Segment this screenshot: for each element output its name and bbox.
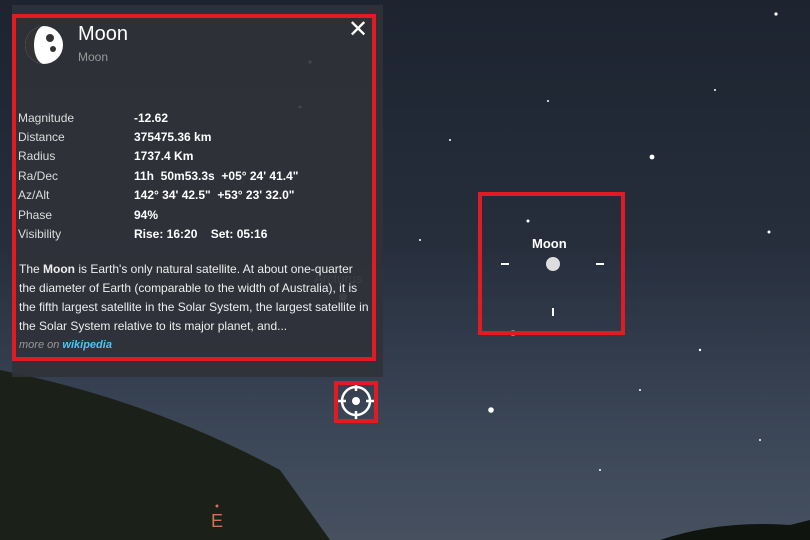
property-row: Ra/Dec 11h 50m53.3s +05° 24' 41.4" [18,166,298,185]
text: The [19,262,44,276]
property-row: Phase 94% [18,205,298,224]
title: Moon [78,23,129,45]
hill [0,370,330,540]
compass-dot [215,504,219,508]
wikipedia-link[interactable]: wikipedia [62,339,112,351]
more-on: more on wikipedia [19,339,112,351]
text: more on [19,339,60,351]
highlight-box [478,192,625,335]
property-label: Distance [18,130,65,145]
property-row: Magnitude -12.62 [18,108,298,127]
text: is Earth's only natural satellite. At ab… [19,262,369,333]
target-label: Moon [532,236,567,251]
property-value: 94% [134,207,159,222]
property-value: 375475.36 km [134,130,212,145]
moon-icon [25,26,63,64]
property-row: Distance 375475.36 km [18,127,298,146]
property-label: Ra/Dec [18,168,59,183]
bold-text: Moon [43,262,76,276]
property-label: Magnitude [18,110,75,125]
trees [660,520,810,540]
highlight-box [334,381,378,423]
property-value: -12.62 [134,110,169,125]
moon-disc [546,257,560,271]
info-panel: Moon Moon ✕ Magnitude -12.62 Distance 37547… [12,5,383,377]
highlight-box [12,14,376,361]
property-row: Visibility Rise: 16:20 Set: 05:16 [18,224,298,243]
property-value: 11h 50m53.3s +05° 24' 41.4" [134,168,299,183]
property-row: Radius 1737.4 Km [18,147,298,166]
target-marks [501,263,604,316]
close-button[interactable]: ✕ [348,16,369,43]
property-label: Az/Alt [18,188,50,203]
property-label: Radius [18,149,56,164]
property-value: 142° 34' 42.5" +53° 23' 32.0" [134,188,295,203]
properties: Magnitude -12.62 Distance 375475.36 km Radiu… [18,108,298,244]
property-label: Phase [18,207,53,222]
description: The Moon is Earth's only natural satelli… [19,260,371,336]
compass-label: E [211,511,224,531]
subtitle: Moon [78,50,109,64]
property-row: Az/Alt 142° 34' 42.5" +53° 23' 32.0" [18,186,298,205]
property-value: Rise: 16:20 Set: 05:16 [134,227,268,242]
property-value: 1737.4 Km [134,149,194,164]
property-label: Visibility [18,227,62,242]
